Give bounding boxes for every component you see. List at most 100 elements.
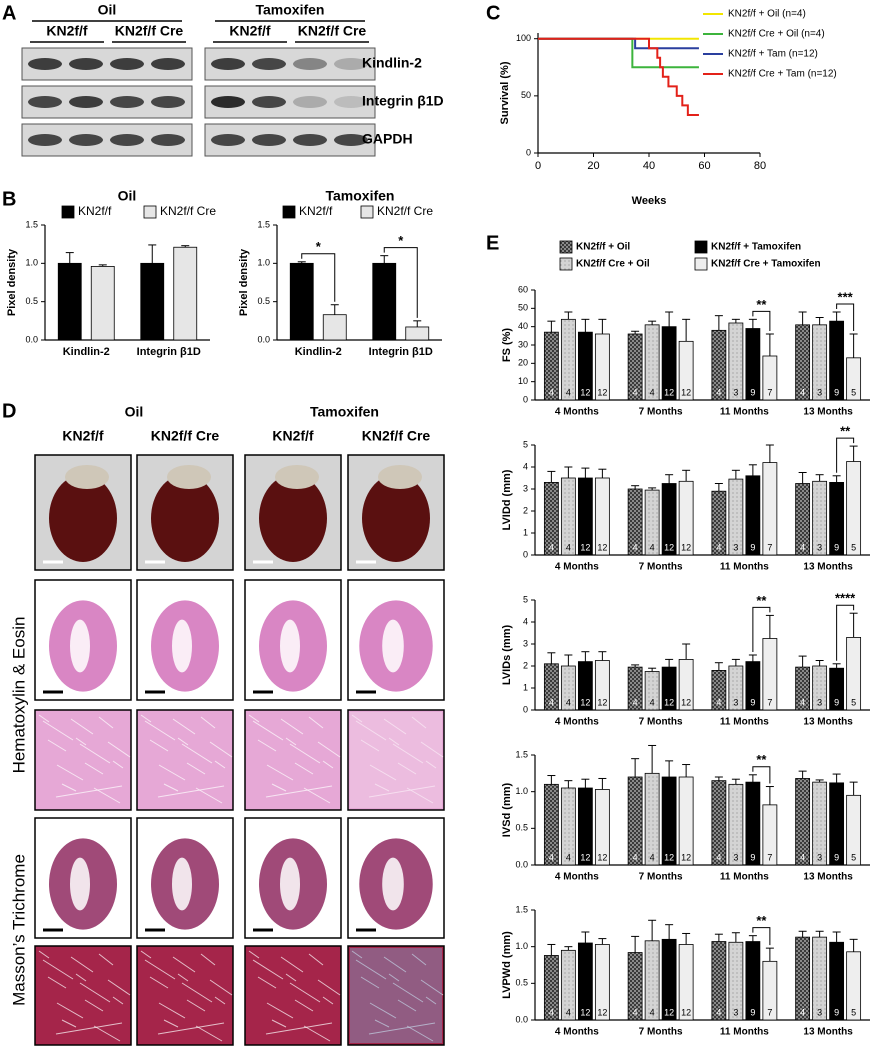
error-bar (731, 778, 740, 785)
error-bar (849, 445, 858, 462)
y-axis-label: Pixel density (238, 248, 250, 316)
ventricle (172, 619, 192, 673)
tissue-fiber (266, 1002, 294, 1019)
blot-column-label: KN2f/f (229, 23, 271, 39)
error-bar (598, 318, 607, 334)
bar (90, 265, 115, 341)
blot-row-label: Kindlin-2 (362, 55, 422, 71)
tissue-fiber (55, 1022, 123, 1035)
n-label: 4 (650, 542, 655, 552)
error-bar (598, 651, 607, 661)
error-bar (564, 780, 573, 788)
n-label: 4 (800, 387, 805, 397)
error-bar (682, 764, 691, 777)
error-bar (380, 255, 389, 264)
y-tick-label: 0 (523, 394, 528, 404)
blot-band (151, 96, 185, 108)
tissue-fiber (61, 783, 77, 792)
error-bar (714, 662, 723, 671)
legend-swatch (559, 257, 573, 271)
significance-bracket (752, 310, 771, 331)
tissue-fiber (383, 956, 407, 973)
legend-swatch (61, 205, 75, 219)
tissue-fiber (209, 979, 233, 996)
n-label: 12 (681, 697, 691, 707)
histology-group-title: Tamoxifen (310, 404, 379, 420)
error-bar (765, 444, 774, 463)
n-label: 4 (650, 852, 655, 862)
tissue-fiber (47, 976, 67, 989)
x-tick-label: 4 Months (555, 562, 599, 573)
y-tick-label: 1 (523, 682, 528, 692)
tissue-fiber (252, 959, 284, 980)
tissue-fiber (360, 739, 380, 752)
histology-row-label: Hematoxylin & Eosin (9, 617, 28, 774)
tissue-fiber (163, 783, 179, 792)
tissue-fiber (351, 950, 363, 959)
histology-image (244, 945, 342, 1046)
x-tick-label: Kindlin-2 (63, 346, 110, 358)
significance-label: **** (835, 591, 856, 606)
heart-atria (275, 465, 319, 489)
blot-band (28, 58, 62, 70)
y-tick-label: 5 (523, 594, 528, 604)
n-label: 12 (580, 1007, 590, 1017)
error-bar (98, 264, 107, 267)
error-bar (547, 775, 556, 785)
error-bar (731, 932, 740, 943)
histology-column-label: KN2f/f (272, 428, 314, 444)
tissue-fiber (355, 959, 387, 980)
n-label: 4 (650, 387, 655, 397)
error-bar (665, 760, 674, 777)
y-tick-label: 0.0 (257, 334, 270, 344)
tissue-fiber (70, 956, 94, 973)
tissue-fiber (317, 979, 341, 996)
tissue-fiber (257, 739, 277, 752)
ventricle (382, 857, 404, 911)
n-label: 4 (650, 697, 655, 707)
error-bar (564, 654, 573, 666)
error-bar (181, 245, 190, 248)
n-label: 9 (750, 697, 755, 707)
y-tick-label: 100 (516, 33, 531, 43)
tissue-fiber (383, 718, 407, 735)
y-tick-label: 10 (518, 376, 528, 386)
error-bar (330, 304, 339, 315)
error-bar (832, 931, 841, 943)
error-bar (682, 932, 691, 945)
blot-group-title: Tamoxifen (256, 2, 325, 18)
panel-label: B (2, 188, 16, 210)
blot-band (211, 58, 245, 70)
legend-label: KN2f/f Cre (377, 204, 433, 218)
tissue-fiber (266, 764, 294, 781)
tissue-fiber (84, 999, 104, 1012)
x-tick-label: Kindlin-2 (295, 346, 342, 358)
tissue-fiber (425, 996, 437, 1005)
legend-swatch (694, 240, 708, 254)
tissue-fiber (38, 950, 50, 959)
x-tick-label: Integrin β1D (369, 346, 433, 358)
histology-column-label: KN2f/f Cre (151, 428, 220, 444)
n-label: 4 (549, 1007, 554, 1017)
n-label: 12 (580, 852, 590, 862)
y-tick-label: 1.0 (257, 258, 270, 268)
tissue-fiber (252, 720, 284, 741)
tissue-fiber (61, 1019, 77, 1028)
n-label: 4 (633, 387, 638, 397)
significance-bracket (301, 253, 336, 302)
blot-band (252, 96, 286, 108)
heart (362, 474, 430, 562)
tissue-fiber (388, 973, 400, 982)
n-label: 12 (664, 1007, 674, 1017)
blot-band (69, 58, 103, 70)
error-bar (798, 930, 807, 938)
heart-atria (378, 465, 422, 489)
y-tick-label: 30 (518, 339, 528, 349)
tissue-fiber (392, 743, 424, 764)
y-tick-label: 0.5 (515, 978, 528, 988)
x-tick-label: 0 (535, 160, 541, 172)
n-label: 4 (800, 1007, 805, 1017)
tissue-fiber (107, 979, 131, 996)
y-axis-label: LVIDs (mm) (501, 625, 513, 686)
error-bar (832, 773, 841, 783)
